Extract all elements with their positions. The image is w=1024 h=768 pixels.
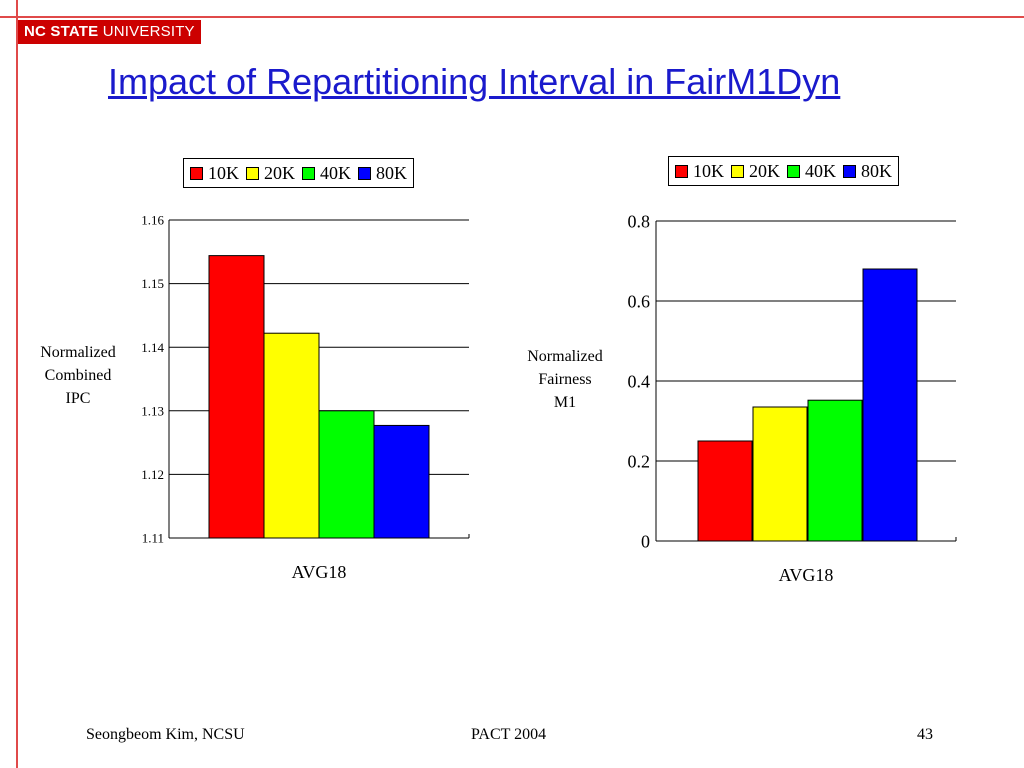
legend-label: 80K [861, 160, 892, 181]
y-tick-label: 1.12 [141, 467, 164, 482]
legend-item: 10K [190, 163, 239, 184]
bar-40k [318, 410, 375, 539]
legend-item: 20K [246, 163, 295, 184]
y-axis-label-line: Normalized [527, 348, 603, 365]
bar-40k [807, 399, 863, 542]
y-tick-label: 0.8 [628, 211, 651, 231]
y-tick-label: 1.11 [142, 531, 164, 546]
chart-fairness-ylabel: Normalized Fairness M1 [516, 345, 614, 414]
legend-swatch [843, 164, 856, 178]
y-axis-label-line: Combined [44, 367, 112, 384]
bar-80k [862, 268, 918, 542]
legend-swatch [358, 166, 371, 180]
top-rule [0, 16, 1024, 18]
legend-swatch [246, 166, 259, 180]
y-tick-label: 0.2 [628, 451, 651, 471]
chart-ipc-legend: 10K 20K 40K 80K [183, 158, 414, 188]
legend-swatch [787, 164, 800, 178]
y-tick-label: 1.15 [141, 276, 164, 291]
legend-swatch [675, 164, 688, 178]
legend-label: 20K [749, 160, 780, 181]
y-axis-label-line: IPC [65, 390, 91, 407]
bar-10k [697, 440, 753, 542]
left-rule [16, 0, 18, 768]
legend-swatch [731, 164, 744, 178]
bar-10k [208, 255, 265, 539]
y-tick-label: 1.14 [141, 340, 164, 355]
y-tick-label: 1.16 [141, 213, 164, 228]
y-axis-label-line: Normalized [40, 344, 116, 361]
bar-20k [263, 332, 320, 539]
chart-fairness-legend: 10K 20K 40K 80K [668, 156, 899, 186]
logo-text: UNIVERSITY [98, 23, 195, 40]
footer-conference: PACT 2004 [471, 726, 547, 743]
legend-item: 20K [731, 161, 780, 182]
y-axis-label-line: M1 [553, 394, 577, 411]
footer-page-number: 43 [917, 726, 933, 743]
chart-ipc: 1.11 1.12 1.13 1.14 1.15 1.16 AVG18 [141, 213, 470, 582]
legend-item: 40K [302, 163, 351, 184]
legend-item: 80K [358, 163, 407, 184]
legend-label: 40K [320, 162, 351, 183]
legend-label: 40K [805, 160, 836, 181]
logo-bold-text: NC STATE [24, 23, 99, 40]
slide-title[interactable]: Impact of Repartitioning Interval in Fai… [108, 61, 841, 102]
chart-fairness: 0 0.2 0.4 0.6 0.8 AVG18 [628, 211, 957, 585]
y-tick-label: 0.6 [628, 291, 651, 311]
y-tick-label: 0 [641, 531, 650, 551]
legend-swatch [190, 166, 203, 180]
bar-80k [373, 424, 430, 539]
y-axis-label-line: Fairness [538, 371, 592, 388]
y-tick-label: 0.4 [628, 371, 651, 391]
legend-swatch [302, 166, 315, 180]
legend-item: 40K [787, 161, 836, 182]
legend-label: 10K [208, 162, 239, 183]
university-logo: NC STATE UNIVERSITY [18, 20, 201, 44]
legend-item: 80K [843, 161, 892, 182]
footer-author: Seongbeom Kim, NCSU [86, 726, 245, 743]
x-axis-label: AVG18 [779, 565, 834, 585]
legend-label: 20K [264, 162, 295, 183]
legend-item: 10K [675, 161, 724, 182]
y-tick-label: 1.13 [141, 403, 164, 418]
x-axis-label: AVG18 [292, 562, 347, 582]
legend-label: 80K [376, 162, 407, 183]
bar-20k [752, 406, 808, 542]
chart-ipc-ylabel: Normalized Combined IPC [28, 341, 128, 410]
legend-label: 10K [693, 160, 724, 181]
